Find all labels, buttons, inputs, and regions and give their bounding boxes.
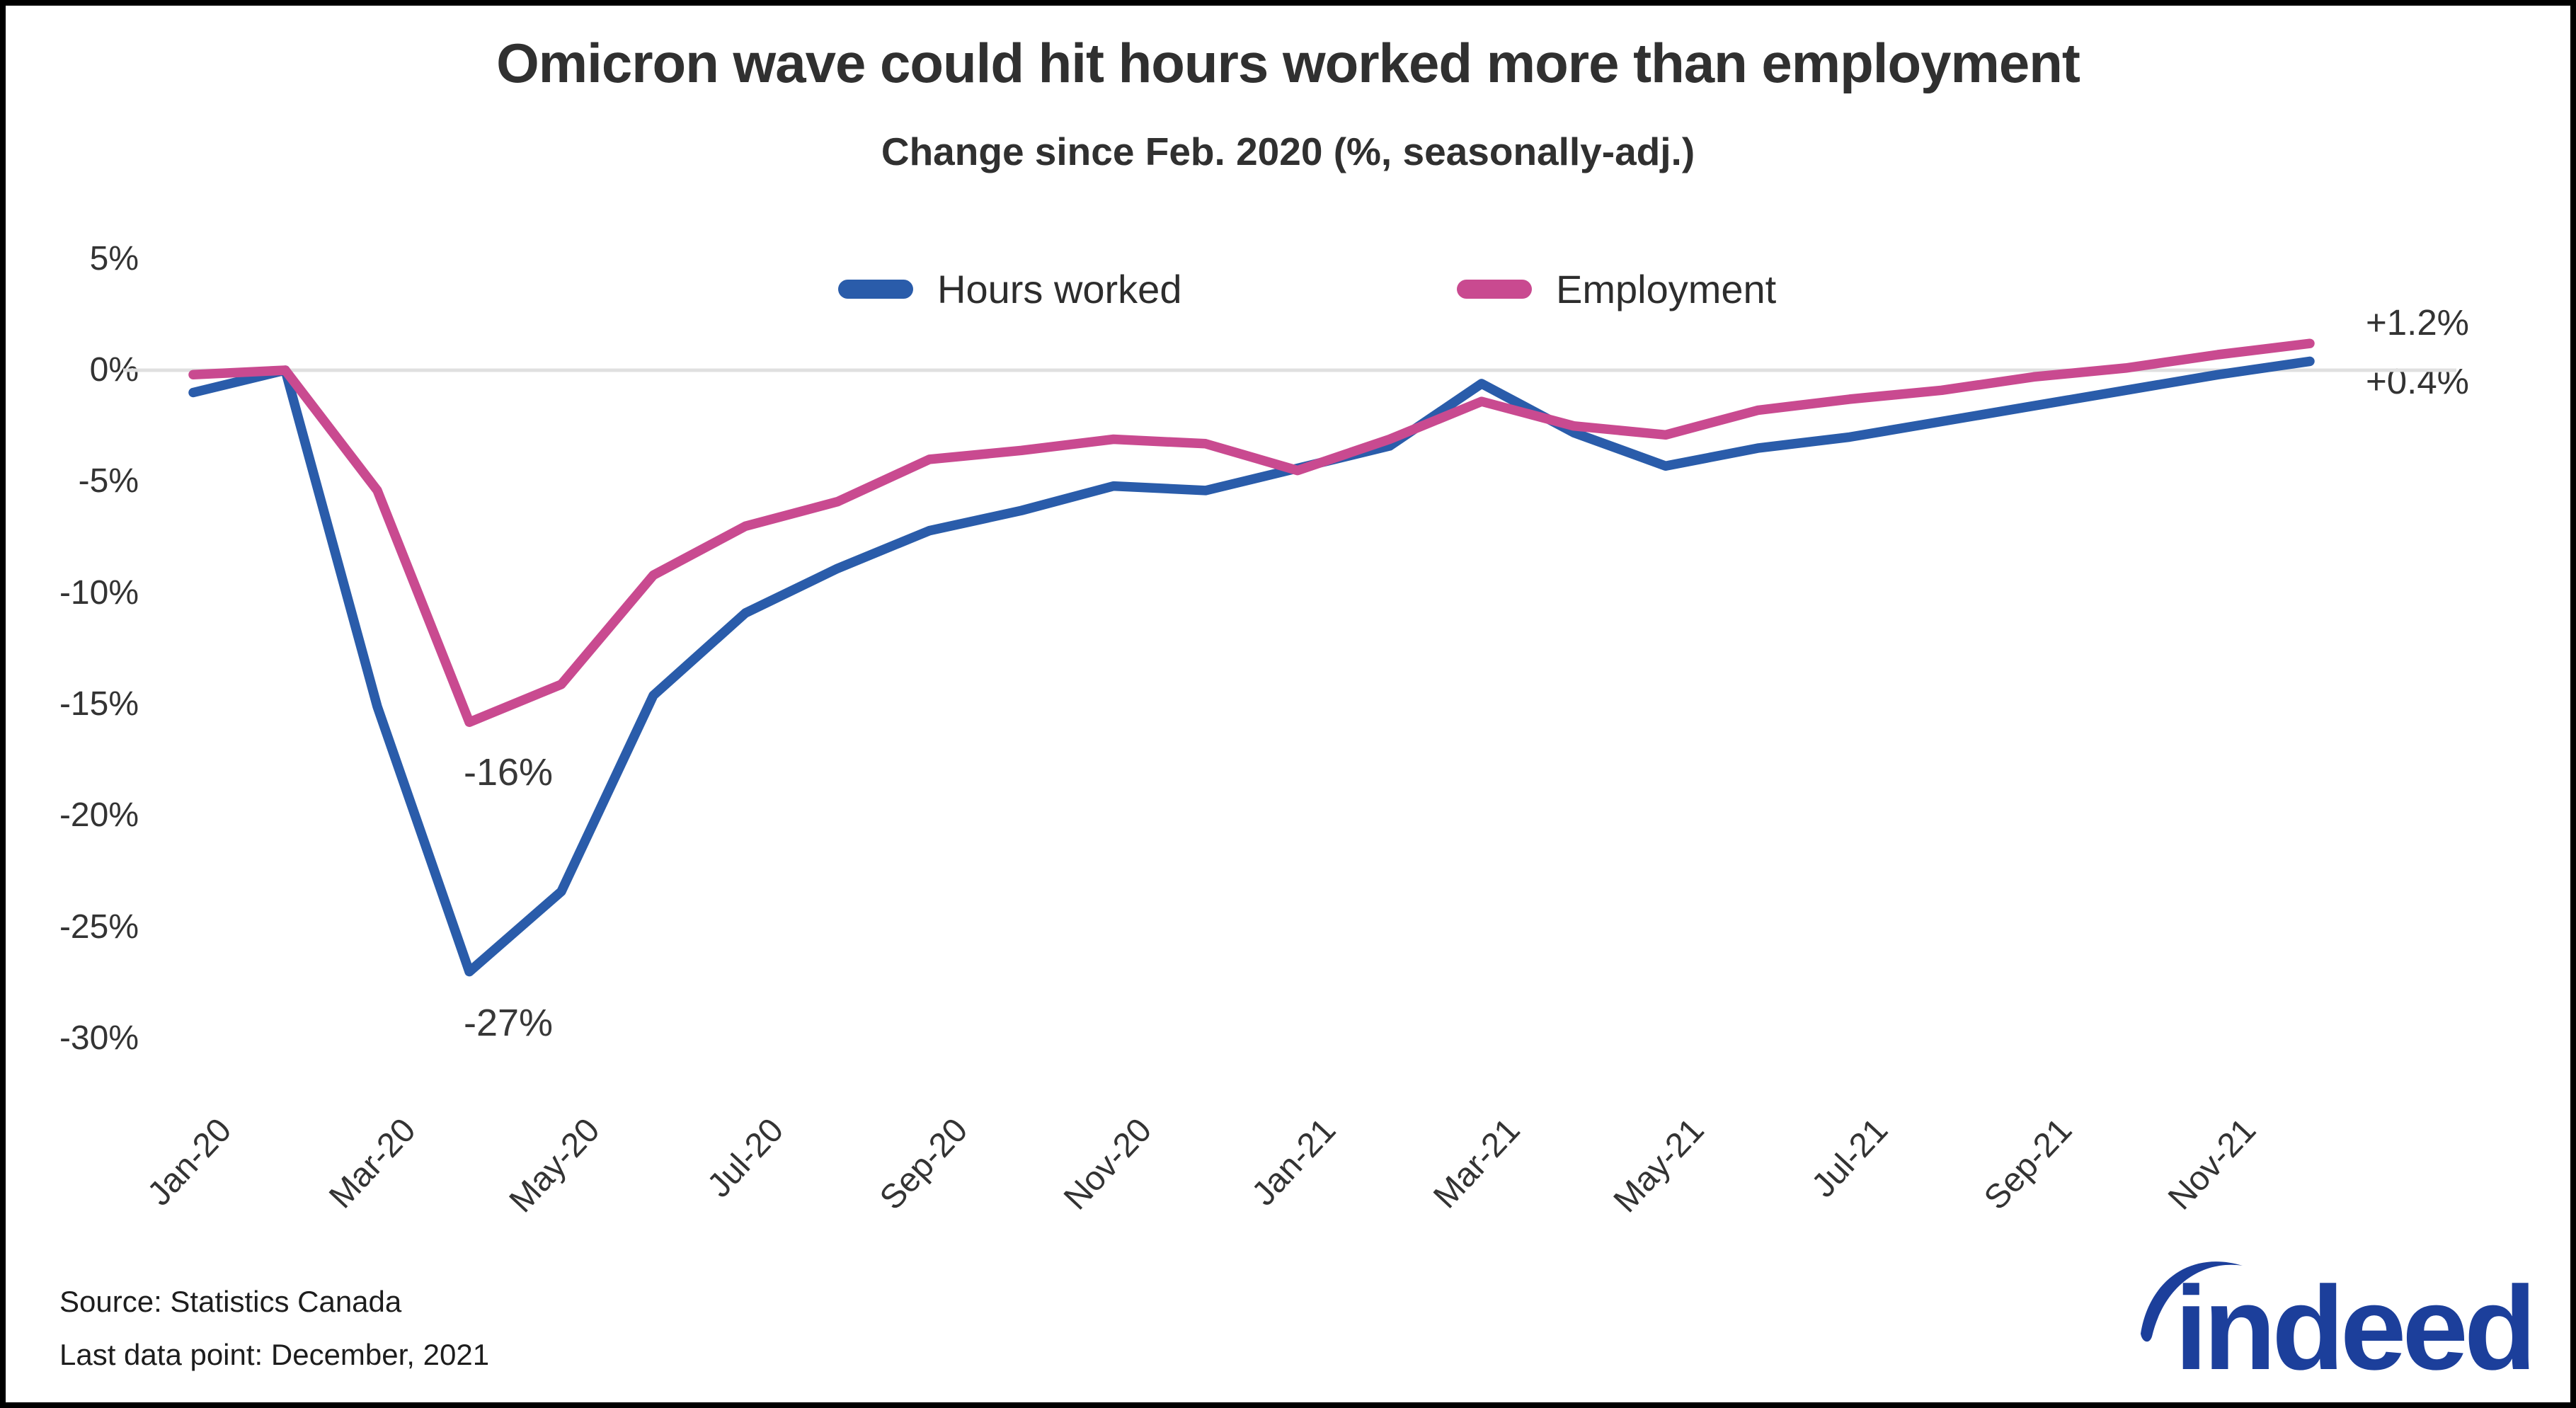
legend-item-hours-worked: Hours worked <box>838 266 1181 312</box>
hours-worked-legend-label: Hours worked <box>937 267 1182 311</box>
series-layer <box>188 338 2315 977</box>
y-tick-label: -20% <box>59 796 139 835</box>
y-tick-label: -30% <box>59 1019 139 1057</box>
y-tick-label: -5% <box>78 462 139 500</box>
chart-subtitle: Change since Feb. 2020 (%, seasonally-ad… <box>881 130 1695 173</box>
line-employment <box>188 338 2315 727</box>
employment-trough-label: -16% <box>463 751 554 794</box>
source-text: Source: Statistics Canada <box>59 1285 402 1318</box>
legend-item-employment: Employment <box>1457 266 1776 312</box>
employment-legend-swatch <box>1457 280 1532 299</box>
employment-latest-label: +1.2% <box>2366 302 2470 343</box>
hours-trough-label: -27% <box>463 1002 554 1044</box>
y-tick-label: -10% <box>59 573 139 612</box>
indeed-logo: indeed <box>2141 1261 2536 1392</box>
indeed-swoosh-icon <box>2141 1261 2243 1342</box>
page-title: Omicron wave could hit hours worked more… <box>496 32 2080 94</box>
y-tick-label: 5% <box>89 239 139 277</box>
y-tick-label: -15% <box>59 685 139 723</box>
last-data-point-text: Last data point: December, 2021 <box>59 1338 490 1371</box>
indeed-logo-text: indeed <box>2175 1261 2532 1392</box>
employment-legend-label: Employment <box>1556 267 1777 311</box>
line-hours-worked <box>188 356 2315 977</box>
hours-worked-legend-swatch <box>838 280 913 299</box>
y-tick-label: -25% <box>59 908 139 946</box>
